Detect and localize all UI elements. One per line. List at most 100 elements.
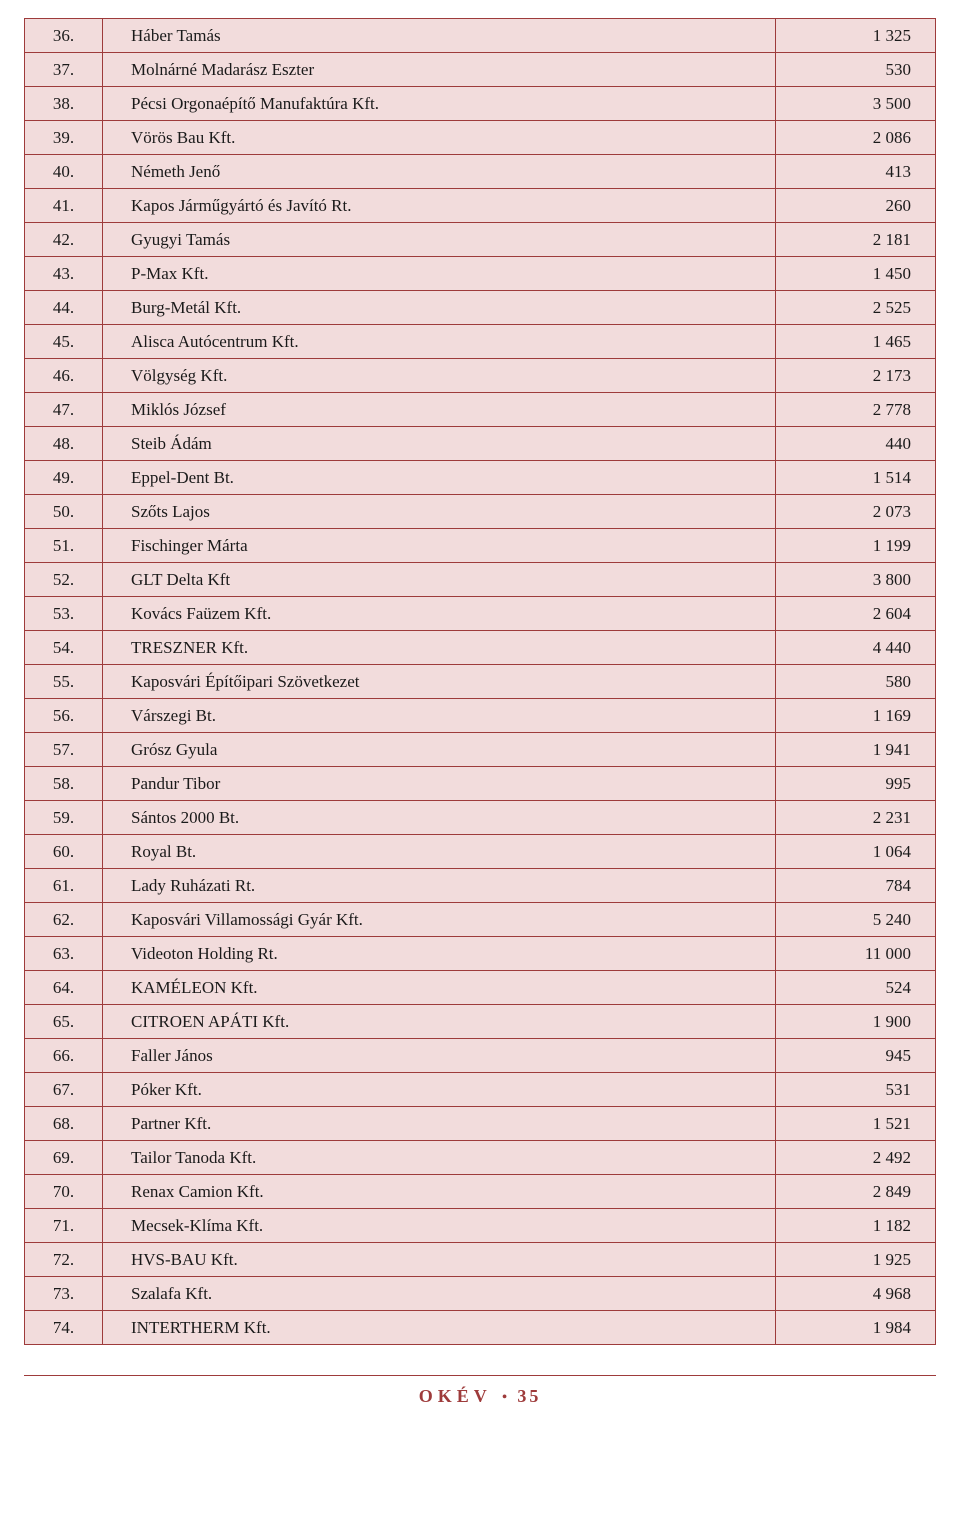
table-row: 55.Kaposvári Építőipari Szövetkezet580 — [25, 665, 936, 699]
row-value: 524 — [776, 971, 936, 1005]
row-number: 38. — [25, 87, 103, 121]
table-row: 67.Póker Kft.531 — [25, 1073, 936, 1107]
table-row: 56.Várszegi Bt.1 169 — [25, 699, 936, 733]
row-name: Grósz Gyula — [103, 733, 776, 767]
row-value: 995 — [776, 767, 936, 801]
row-value: 2 231 — [776, 801, 936, 835]
table-row: 70.Renax Camion Kft.2 849 — [25, 1175, 936, 1209]
row-number: 50. — [25, 495, 103, 529]
data-table: 36.Háber Tamás1 32537.Molnárné Madarász … — [24, 18, 936, 1345]
row-number: 72. — [25, 1243, 103, 1277]
table-row: 47.Miklós József2 778 — [25, 393, 936, 427]
table-row: 61.Lady Ruházati Rt.784 — [25, 869, 936, 903]
footer-page-number: 35 — [517, 1386, 541, 1406]
row-name: TRESZNER Kft. — [103, 631, 776, 665]
row-number: 73. — [25, 1277, 103, 1311]
row-number: 58. — [25, 767, 103, 801]
row-value: 440 — [776, 427, 936, 461]
table-row: 49.Eppel-Dent Bt.1 514 — [25, 461, 936, 495]
table-row: 65.CITROEN APÁTI Kft.1 900 — [25, 1005, 936, 1039]
table-row: 74.INTERTHERM Kft.1 984 — [25, 1311, 936, 1345]
row-number: 45. — [25, 325, 103, 359]
row-name: Videoton Holding Rt. — [103, 937, 776, 971]
row-number: 65. — [25, 1005, 103, 1039]
row-value: 531 — [776, 1073, 936, 1107]
row-number: 63. — [25, 937, 103, 971]
row-name: Pandur Tibor — [103, 767, 776, 801]
row-number: 41. — [25, 189, 103, 223]
row-number: 54. — [25, 631, 103, 665]
row-number: 37. — [25, 53, 103, 87]
row-name: Póker Kft. — [103, 1073, 776, 1107]
footer-separator-line — [24, 1375, 936, 1376]
row-number: 46. — [25, 359, 103, 393]
row-number: 48. — [25, 427, 103, 461]
row-name: Molnárné Madarász Eszter — [103, 53, 776, 87]
row-number: 43. — [25, 257, 103, 291]
row-number: 74. — [25, 1311, 103, 1345]
row-value: 413 — [776, 155, 936, 189]
page-footer: OKÉV • 35 — [24, 1386, 936, 1427]
row-value: 2 778 — [776, 393, 936, 427]
table-row: 66.Faller János945 — [25, 1039, 936, 1073]
row-value: 2 604 — [776, 597, 936, 631]
row-number: 57. — [25, 733, 103, 767]
row-value: 2 849 — [776, 1175, 936, 1209]
row-value: 1 169 — [776, 699, 936, 733]
row-number: 55. — [25, 665, 103, 699]
row-name: Burg-Metál Kft. — [103, 291, 776, 325]
table-row: 46.Völgység Kft.2 173 — [25, 359, 936, 393]
page-container: 36.Háber Tamás1 32537.Molnárné Madarász … — [0, 0, 960, 1457]
row-number: 68. — [25, 1107, 103, 1141]
row-name: Miklós József — [103, 393, 776, 427]
table-row: 53.Kovács Faüzem Kft.2 604 — [25, 597, 936, 631]
row-number: 69. — [25, 1141, 103, 1175]
row-value: 530 — [776, 53, 936, 87]
row-name: Lady Ruházati Rt. — [103, 869, 776, 903]
row-number: 70. — [25, 1175, 103, 1209]
table-row: 39.Vörös Bau Kft.2 086 — [25, 121, 936, 155]
row-value: 1 199 — [776, 529, 936, 563]
table-row: 42.Gyugyi Tamás2 181 — [25, 223, 936, 257]
table-row: 44.Burg-Metál Kft.2 525 — [25, 291, 936, 325]
row-value: 1 450 — [776, 257, 936, 291]
row-name: Gyugyi Tamás — [103, 223, 776, 257]
table-row: 57.Grósz Gyula1 941 — [25, 733, 936, 767]
row-number: 61. — [25, 869, 103, 903]
row-value: 1 925 — [776, 1243, 936, 1277]
row-number: 47. — [25, 393, 103, 427]
row-name: Pécsi Orgonaépítő Manufaktúra Kft. — [103, 87, 776, 121]
row-value: 11 000 — [776, 937, 936, 971]
row-number: 44. — [25, 291, 103, 325]
table-row: 59.Sántos 2000 Bt.2 231 — [25, 801, 936, 835]
row-name: Sántos 2000 Bt. — [103, 801, 776, 835]
table-row: 45.Alisca Autócentrum Kft.1 465 — [25, 325, 936, 359]
table-row: 64.KAMÉLEON Kft.524 — [25, 971, 936, 1005]
footer-dot-icon: • — [496, 1389, 514, 1406]
row-value: 784 — [776, 869, 936, 903]
table-row: 41.Kapos Járműgyártó és Javító Rt.260 — [25, 189, 936, 223]
row-name: Faller János — [103, 1039, 776, 1073]
row-name: Steib Ádám — [103, 427, 776, 461]
row-number: 39. — [25, 121, 103, 155]
table-row: 62.Kaposvári Villamossági Gyár Kft.5 240 — [25, 903, 936, 937]
row-number: 36. — [25, 19, 103, 53]
data-table-body: 36.Háber Tamás1 32537.Molnárné Madarász … — [25, 19, 936, 1345]
row-number: 49. — [25, 461, 103, 495]
row-value: 4 440 — [776, 631, 936, 665]
row-value: 1 064 — [776, 835, 936, 869]
row-name: Németh Jenő — [103, 155, 776, 189]
row-number: 64. — [25, 971, 103, 1005]
row-number: 52. — [25, 563, 103, 597]
row-value: 3 800 — [776, 563, 936, 597]
table-row: 37.Molnárné Madarász Eszter530 — [25, 53, 936, 87]
row-value: 2 073 — [776, 495, 936, 529]
row-value: 1 514 — [776, 461, 936, 495]
row-number: 62. — [25, 903, 103, 937]
row-name: Kovács Faüzem Kft. — [103, 597, 776, 631]
row-number: 66. — [25, 1039, 103, 1073]
row-value: 2 525 — [776, 291, 936, 325]
row-name: Kaposvári Építőipari Szövetkezet — [103, 665, 776, 699]
row-value: 1 465 — [776, 325, 936, 359]
row-value: 2 086 — [776, 121, 936, 155]
